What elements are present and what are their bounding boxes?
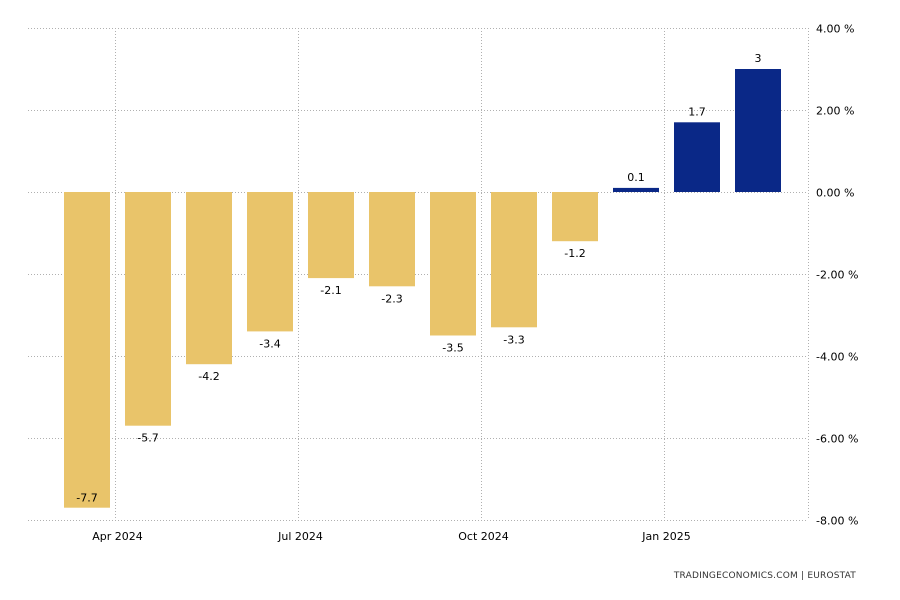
data-label: -2.3: [381, 292, 402, 305]
x-tick-label: Jan 2025: [641, 530, 690, 543]
data-labels-group: -7.7 -5.7 -4.2 -3.4 -2.1 -2.3 -3.5 -3.3 -1.2 0.1 1…: [76, 52, 761, 505]
source-attribution: TRADINGECONOMICS.COM | EUROSTAT: [673, 571, 856, 581]
y-tick-label: 4.00 %: [816, 23, 854, 36]
bar: [491, 192, 537, 328]
data-label: -3.4: [259, 337, 280, 350]
bar: [369, 192, 415, 287]
bar: [308, 192, 354, 279]
data-label: -4.2: [198, 370, 219, 383]
bar: [186, 192, 232, 365]
y-tick-label: -6.00 %: [816, 433, 858, 446]
data-label: -3.5: [442, 342, 463, 355]
x-axis-ticks: Apr 2024 Jul 2024 Oct 2024 Jan 2025: [92, 530, 690, 543]
y-tick-label: -2.00 %: [816, 269, 858, 282]
bar: [735, 69, 781, 192]
bar: [247, 192, 293, 332]
bar: [64, 192, 110, 508]
y-tick-label: -4.00 %: [816, 351, 858, 364]
data-label: -1.2: [564, 247, 585, 260]
bar: [430, 192, 476, 336]
y-tick-label: -8.00 %: [816, 515, 858, 528]
data-label: -7.7: [76, 492, 97, 505]
data-label: 1.7: [688, 105, 706, 118]
data-label: -2.1: [320, 284, 341, 297]
data-label: 3: [755, 52, 762, 65]
bar: [613, 187, 659, 192]
data-label: -3.3: [503, 333, 524, 346]
y-tick-label: 2.00 %: [816, 105, 854, 118]
bars-group: [64, 69, 781, 508]
x-tick-label: Oct 2024: [458, 530, 509, 543]
x-tick-label: Apr 2024: [92, 530, 143, 543]
bar: [674, 122, 720, 192]
data-label: 0.1: [627, 171, 645, 184]
x-tick-label: Jul 2024: [277, 530, 323, 543]
y-axis-ticks: 4.00 % 2.00 % 0.00 % -2.00 % -4.00 % -6.00 % -…: [816, 23, 858, 528]
bar: [125, 192, 171, 426]
data-label: -5.7: [137, 432, 158, 445]
y-tick-label: 0.00 %: [816, 187, 854, 200]
bar: [552, 192, 598, 242]
